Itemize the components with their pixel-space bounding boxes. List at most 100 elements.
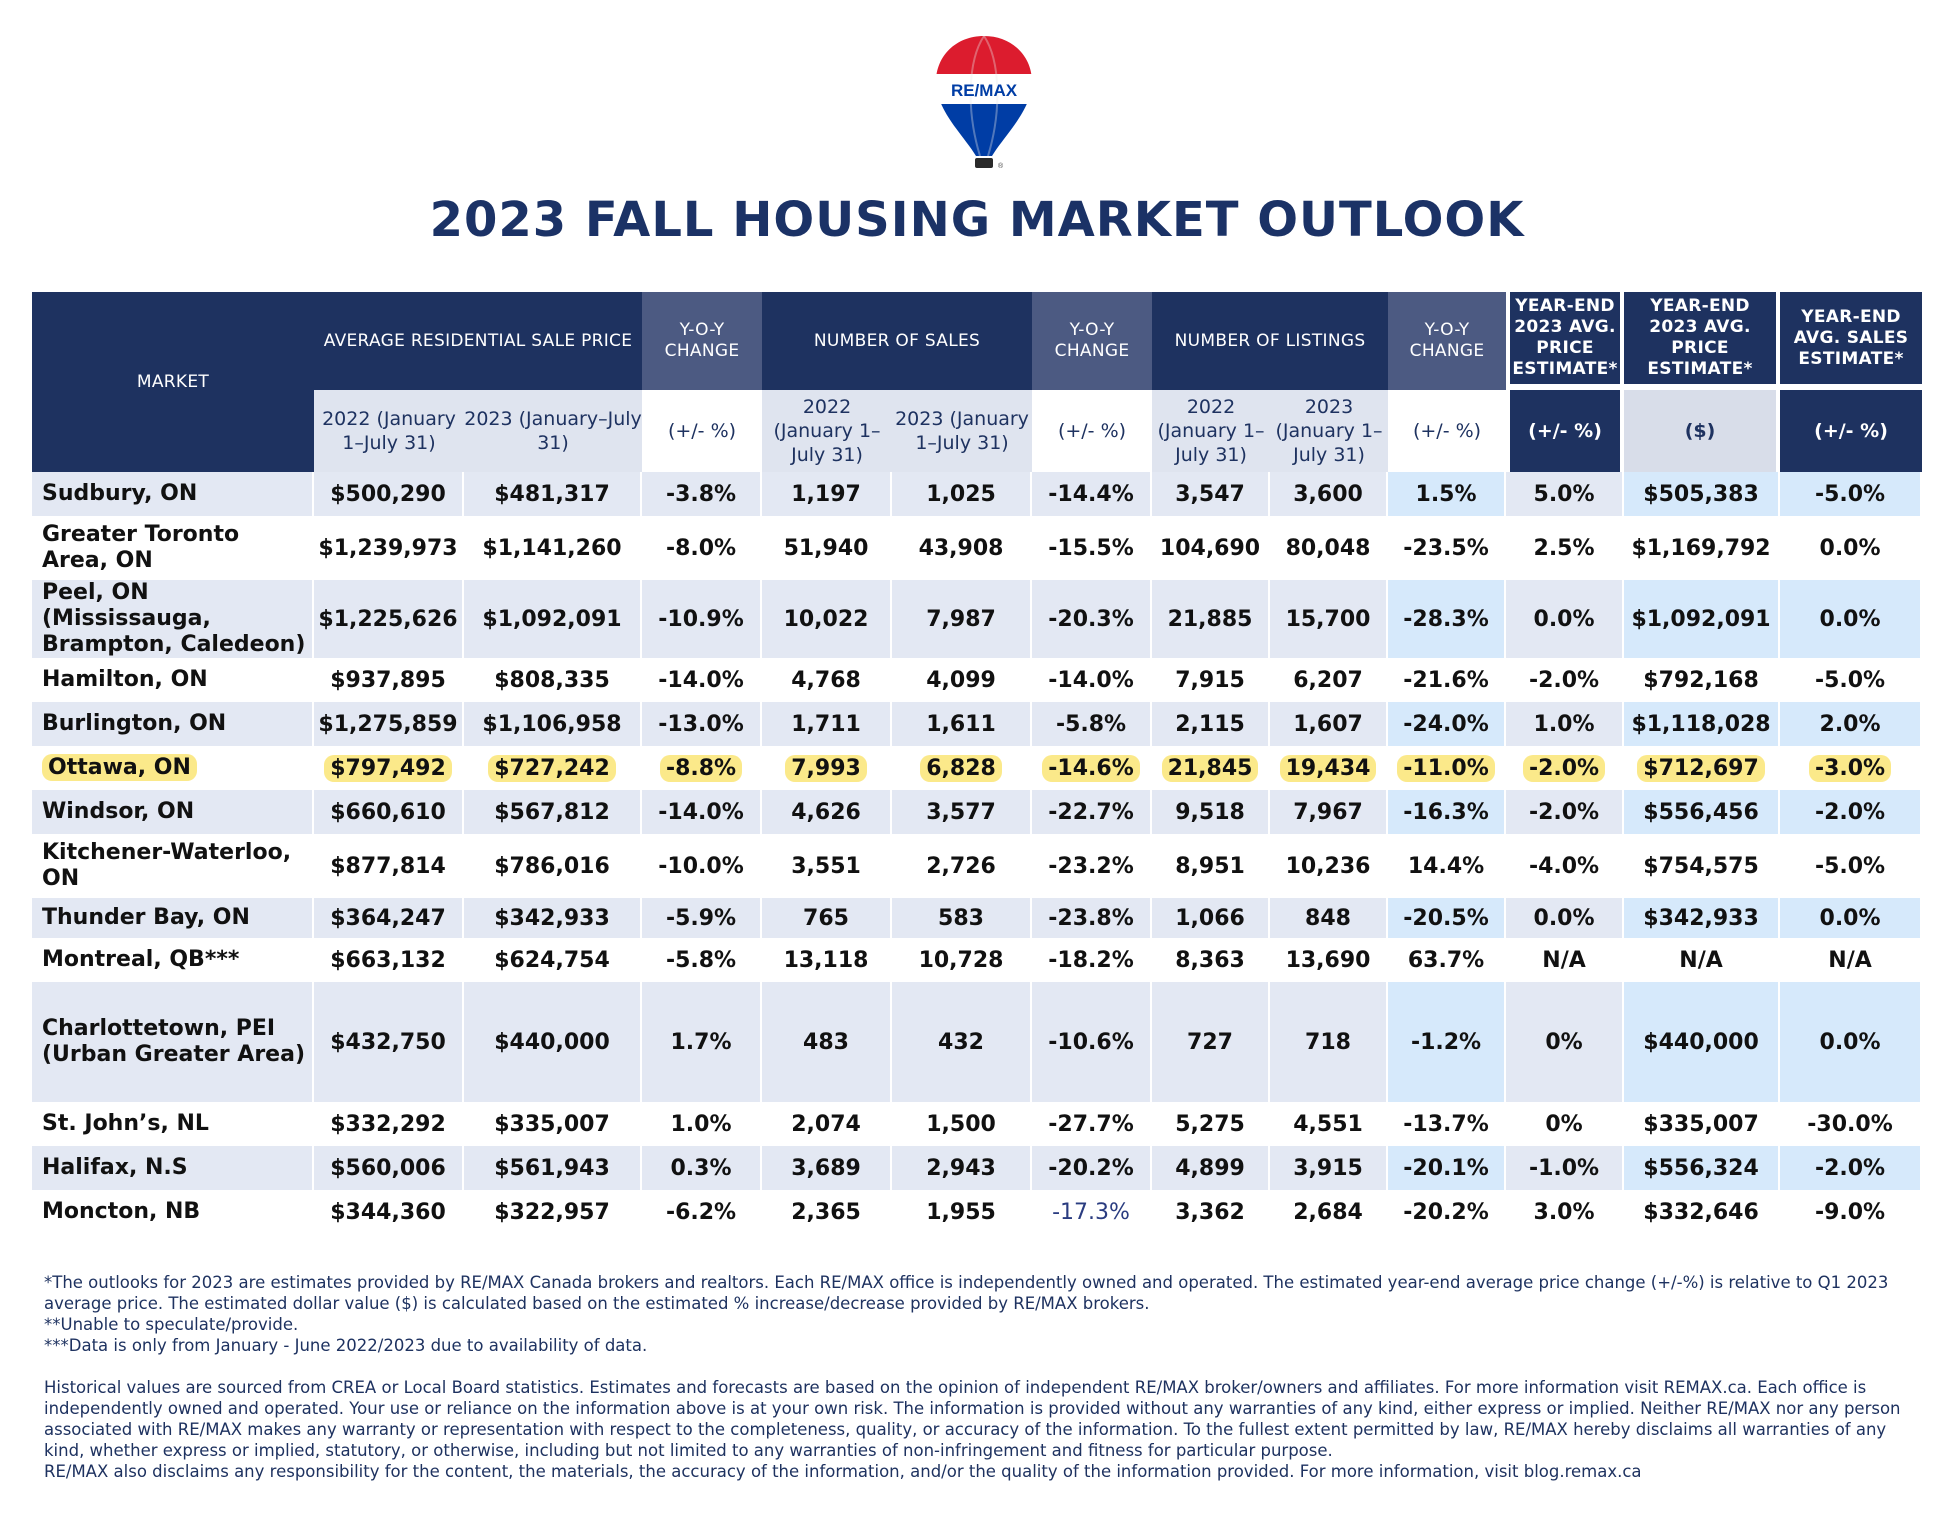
value-cell-ly: 1.5% [1388, 472, 1507, 516]
cell-text: $335,007 [1643, 1111, 1759, 1137]
cell-text: -2.0% [1528, 799, 1600, 825]
cell-text: 7,915 [1175, 667, 1245, 693]
cell-text: 0.0% [1819, 905, 1881, 931]
cell-text: 10,022 [783, 606, 869, 632]
value-cell-p22: $877,814 [314, 834, 464, 898]
market-cell: Greater Toronto Area, ON [32, 516, 314, 580]
market-cell: Montreal, QB*** [32, 938, 314, 982]
value-cell-ep: 0% [1506, 982, 1625, 1102]
value-cell-s23: 1,025 [892, 472, 1033, 516]
cell-text: 1.0% [670, 1111, 732, 1137]
market-cell: Thunder Bay, ON [32, 898, 314, 938]
sub-ye-sales-pct: (+/- %) [1780, 390, 1923, 472]
cell-text: $727,242 [488, 754, 616, 782]
cell-text: -2.0% [1814, 1155, 1886, 1181]
market-cell: Peel, ON (Mississauga, Brampton, Caledeo… [32, 580, 314, 658]
value-cell-ep: 3.0% [1506, 1190, 1625, 1234]
value-cell-l23: 3,600 [1270, 472, 1389, 516]
cell-text: 9,518 [1175, 799, 1245, 825]
value-cell-l23: 848 [1270, 898, 1389, 938]
market-cell: Hamilton, ON [32, 658, 314, 702]
table-row: Ottawa, ON $797,492 $727,242 -8.8% 7,993 6,82… [32, 746, 1923, 790]
cell-text: 1,611 [926, 711, 996, 737]
value-cell-p23: $624,754 [464, 938, 643, 982]
value-cell-p23: $322,957 [464, 1190, 643, 1234]
cell-text: $364,247 [330, 905, 446, 931]
value-cell-p23: $561,943 [464, 1146, 643, 1190]
value-cell-es: -30.0% [1780, 1102, 1923, 1146]
cell-text: -14.0% [658, 799, 744, 825]
cell-text: 6,207 [1293, 667, 1363, 693]
value-cell-ly: -1.2% [1388, 982, 1507, 1102]
value-cell-ed: N/A [1624, 938, 1781, 982]
cell-text: $481,317 [494, 481, 610, 507]
table-row: Sudbury, ON $500,290 $481,317 -3.8% 1,197 1,0… [32, 472, 1923, 516]
cell-text: -10.0% [658, 853, 744, 879]
value-cell-ed: $754,575 [1624, 834, 1781, 898]
cell-text: 3,600 [1293, 481, 1363, 507]
value-cell-py: -13.0% [642, 702, 763, 746]
value-cell-s23: 43,908 [892, 516, 1033, 580]
cell-text: 1,711 [791, 711, 861, 737]
cell-text: $561,943 [494, 1155, 610, 1181]
value-cell-ed: $332,646 [1624, 1190, 1781, 1234]
cell-text: 765 [803, 905, 849, 931]
value-cell-p22: $1,225,626 [314, 580, 464, 658]
cell-text: 3,547 [1175, 481, 1245, 507]
cell-text: 13,118 [783, 947, 869, 973]
value-cell-l22: 7,915 [1152, 658, 1271, 702]
value-cell-l23: 15,700 [1270, 580, 1389, 658]
cell-text: 15,700 [1285, 606, 1371, 632]
cell-text: 1,025 [926, 481, 996, 507]
header-num-sales: NUMBER OF SALES [762, 292, 1033, 390]
value-cell-l22: 5,275 [1152, 1102, 1271, 1146]
cell-text: -2.0% [1814, 799, 1886, 825]
value-cell-s22: 51,940 [762, 516, 893, 580]
cell-text: 0.0% [1819, 535, 1881, 561]
cell-text: 0.3% [670, 1155, 732, 1181]
value-cell-p22: $937,895 [314, 658, 464, 702]
cell-text: 848 [1305, 905, 1351, 931]
value-cell-ly: -13.7% [1388, 1102, 1507, 1146]
cell-text: $556,456 [1643, 799, 1759, 825]
cell-text: 727 [1187, 1029, 1233, 1055]
value-cell-s23: 7,987 [892, 580, 1033, 658]
value-cell-l23: 80,048 [1270, 516, 1389, 580]
cell-text: $432,750 [330, 1029, 446, 1055]
cell-text: 432 [938, 1029, 984, 1055]
value-cell-ep: 0.0% [1506, 898, 1625, 938]
footnotes: *The outlooks for 2023 are estimates pro… [44, 1272, 1914, 1482]
cell-text: 5,275 [1175, 1111, 1245, 1137]
cell-text: 1.0% [1533, 711, 1595, 737]
cell-text: 80,048 [1285, 535, 1371, 561]
value-cell-p23: $567,812 [464, 790, 643, 834]
cell-text: Halifax, N.S [42, 1155, 188, 1180]
value-cell-es: -9.0% [1780, 1190, 1923, 1234]
value-cell-s23: 6,828 [892, 746, 1033, 790]
table-row: Thunder Bay, ON $364,247 $342,933 -5.9% 765 5… [32, 898, 1923, 938]
cell-text: -5.9% [665, 905, 737, 931]
value-cell-s23: 3,577 [892, 790, 1033, 834]
value-cell-l22: 21,885 [1152, 580, 1271, 658]
header-sales-yoy: Y-O-Y CHANGE [1032, 292, 1153, 390]
cell-text: $1,118,028 [1631, 711, 1771, 737]
cell-text: -3.0% [1808, 754, 1892, 782]
market-cell: St. John’s, NL [32, 1102, 314, 1146]
value-cell-l23: 4,551 [1270, 1102, 1389, 1146]
value-cell-l22: 1,066 [1152, 898, 1271, 938]
cell-text: 4,099 [926, 667, 996, 693]
footnote-disclaimer: Historical values are sourced from CREA … [44, 1378, 1901, 1460]
cell-text: 4,899 [1175, 1155, 1245, 1181]
cell-text: -14.0% [658, 667, 744, 693]
value-cell-py: -10.0% [642, 834, 763, 898]
cell-text: 3,915 [1293, 1155, 1363, 1181]
value-cell-ed: $1,118,028 [1624, 702, 1781, 746]
value-cell-s22: 1,711 [762, 702, 893, 746]
header-ye-price-pct: YEAR-END 2023 AVG. PRICE ESTIMATE* [1506, 292, 1625, 390]
cell-text: 3,577 [926, 799, 996, 825]
value-cell-ly: -11.0% [1388, 746, 1507, 790]
value-cell-s23: 2,726 [892, 834, 1033, 898]
value-cell-ly: 14.4% [1388, 834, 1507, 898]
value-cell-es: 0.0% [1780, 982, 1923, 1102]
cell-text: $663,132 [330, 947, 446, 973]
